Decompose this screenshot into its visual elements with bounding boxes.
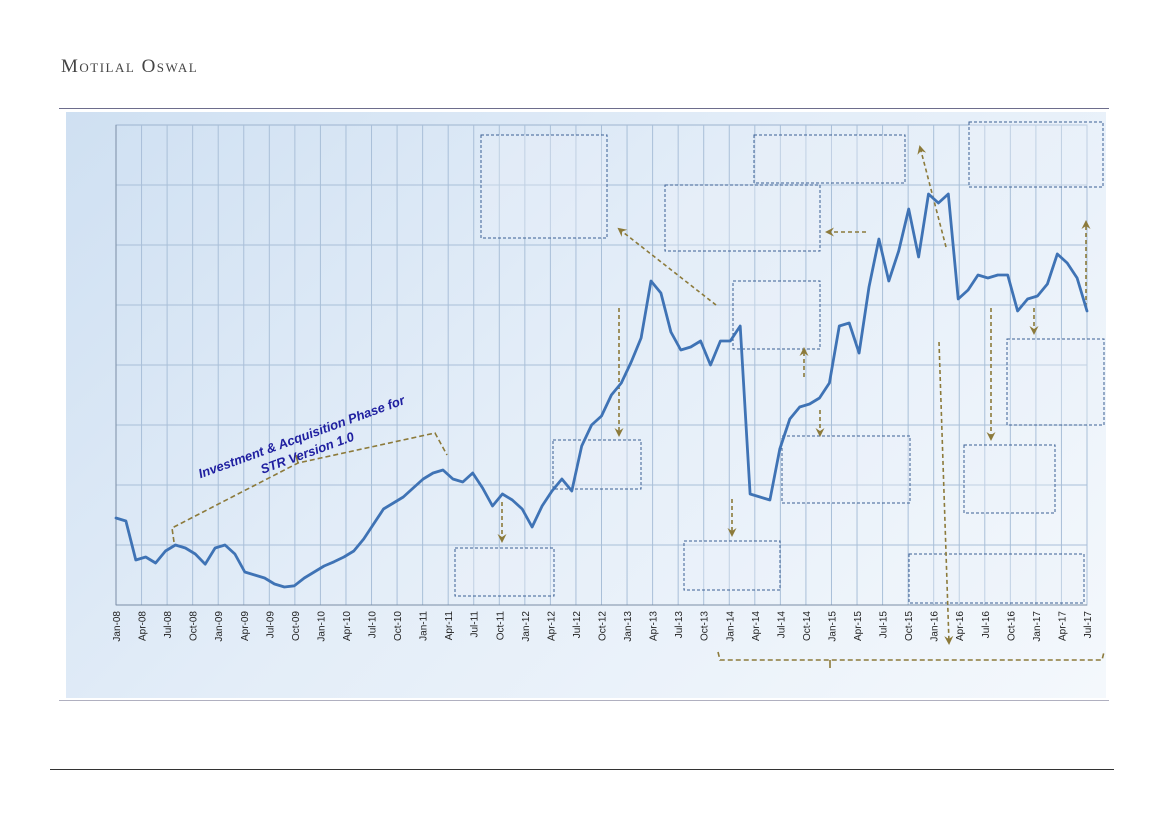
phase-label-line1: Investment & Acquisition Phase for [196, 392, 407, 481]
callout-box [454, 547, 555, 597]
callout-box [552, 439, 642, 490]
x-tick-label: Jul-15 [879, 611, 890, 639]
x-tick-label: Jul-09 [265, 611, 276, 639]
x-tick-label: Apr-11 [444, 611, 455, 641]
x-tick-label: Apr-09 [240, 611, 251, 641]
x-tick-label: Jan-08 [112, 611, 123, 642]
x-tick-label: Oct-08 [189, 611, 200, 641]
x-tick-label: Jan-09 [214, 611, 225, 642]
callout-box [968, 121, 1104, 188]
phase-bracket-1-notch [295, 454, 299, 464]
callout-box [753, 134, 906, 184]
x-tick-label: Jul-17 [1083, 611, 1094, 639]
x-tick-label: Apr-15 [853, 611, 864, 641]
x-tick-label: Jan-14 [725, 611, 736, 642]
x-tick-label: Oct-11 [495, 611, 506, 641]
x-tick-label: Jan-15 [827, 611, 838, 642]
annotation-arrow [938, 341, 954, 645]
callout-box [480, 134, 608, 239]
x-tick-label: Oct-16 [1006, 611, 1017, 641]
x-tick-label: Apr-13 [649, 611, 660, 641]
x-tick-label: Oct-15 [904, 611, 915, 641]
x-tick-label: Apr-14 [751, 611, 762, 641]
x-tick-label: Apr-16 [955, 611, 966, 641]
x-tick-label: Jan-12 [521, 611, 532, 642]
x-tick-label: Jul-13 [674, 611, 685, 639]
footer-divider [50, 769, 1114, 770]
x-tick-label: Jan-17 [1032, 611, 1043, 642]
callout-boxes [454, 121, 1105, 604]
series-line [114, 192, 1089, 589]
phase-bracket-2 [717, 651, 1105, 661]
x-tick-label: Oct-10 [393, 611, 404, 641]
x-tick-label: Jan-11 [419, 611, 430, 641]
callout-box [1006, 338, 1105, 426]
x-tick-label: Apr-08 [138, 611, 149, 641]
callout-box [781, 435, 911, 504]
x-tick-label: Apr-12 [546, 611, 557, 641]
callout-box [963, 444, 1056, 514]
callout-box [664, 184, 821, 252]
callout-box [732, 280, 821, 350]
chart-panel: Jan-08 Apr-08 Jul-08 Oct-08 Jan-09 Apr-09 Jul-… [66, 112, 1106, 698]
stock-price-chart: Jan-08 Apr-08 Jul-08 Oct-08 Jan-09 Apr-09 Jul-… [112, 121, 1105, 668]
x-tick-label: Oct-13 [700, 611, 711, 641]
x-tick-label: Oct-12 [598, 611, 609, 641]
x-tick-label: Jul-14 [776, 611, 787, 639]
chart-grid [115, 124, 1088, 606]
x-tick-label: Jul-08 [163, 611, 174, 639]
x-tick-label: Jan-10 [316, 611, 327, 642]
x-axis-ticks: Jan-08 Apr-08 Jul-08 Oct-08 Jan-09 Apr-09 Jul-… [112, 611, 1094, 642]
x-tick-label: Oct-09 [291, 611, 302, 641]
brand-logo: Motilal Oswal [61, 56, 199, 77]
x-tick-label: Apr-10 [342, 611, 353, 641]
header-divider [59, 108, 1109, 109]
x-tick-label: Apr-17 [1057, 611, 1068, 641]
callout-box [908, 553, 1085, 604]
x-tick-label: Jan-16 [930, 611, 941, 642]
callout-box [683, 540, 781, 591]
x-tick-label: Jul-12 [572, 611, 583, 639]
x-tick-label: Jan-13 [623, 611, 634, 642]
x-tick-label: Jul-16 [981, 611, 992, 639]
price-series [114, 192, 1089, 589]
section-divider [59, 700, 1109, 701]
x-tick-label: Jul-10 [368, 611, 379, 639]
x-tick-label: Jul-11 [470, 611, 481, 638]
x-tick-label: Oct-14 [802, 611, 813, 641]
